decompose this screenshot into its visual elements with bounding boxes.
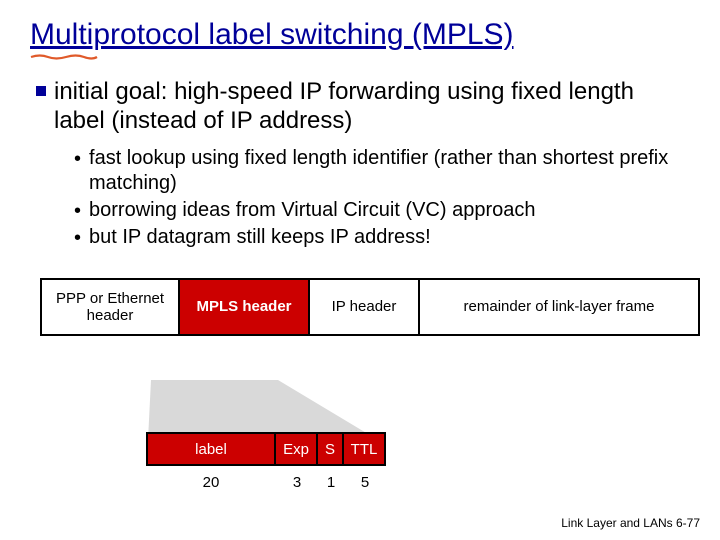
frame-structure-row: PPP or Ethernet header MPLS header IP he…	[40, 278, 700, 336]
slide-title: Multiprotocol label switching (MPLS)	[30, 18, 690, 52]
mpls-field-s: S	[318, 432, 344, 466]
mpls-bits-row: 20 3 1 5	[146, 470, 386, 494]
sub-bullet-item: • borrowing ideas from Virtual Circuit (…	[74, 198, 690, 223]
main-bullet: initial goal: high-speed IP forwarding u…	[36, 78, 690, 136]
mpls-bits-s: 1	[318, 470, 344, 494]
sub-bullet-text: fast lookup using fixed length identifie…	[89, 146, 690, 196]
dot-bullet-icon: •	[74, 200, 81, 223]
frame-cell-mpls: MPLS header	[180, 278, 310, 336]
frame-cell-ip: IP header	[310, 278, 420, 336]
square-bullet-icon	[36, 86, 46, 96]
sub-bullet-text: but IP datagram still keeps IP address!	[89, 225, 431, 250]
mpls-bits-exp: 3	[276, 470, 318, 494]
mpls-fields-row: label Exp S TTL	[146, 432, 386, 466]
mpls-bits-label: 20	[146, 470, 276, 494]
frame-cell-remainder: remainder of link-layer frame	[420, 278, 700, 336]
sub-bullet-list: • fast lookup using fixed length identif…	[74, 146, 690, 250]
expansion-connector	[148, 380, 378, 440]
sub-bullet-item: • but IP datagram still keeps IP address…	[74, 225, 690, 250]
sub-bullet-text: borrowing ideas from Virtual Circuit (VC…	[89, 198, 535, 223]
mpls-field-ttl: TTL	[344, 432, 386, 466]
title-underline-scribble	[30, 54, 98, 60]
mpls-field-label: label	[146, 432, 276, 466]
main-bullet-text: initial goal: high-speed IP forwarding u…	[54, 78, 690, 136]
frame-cell-ppp: PPP or Ethernet header	[40, 278, 180, 336]
sub-bullet-item: • fast lookup using fixed length identif…	[74, 146, 690, 196]
slide-footer: Link Layer and LANs 6-77	[561, 516, 700, 530]
dot-bullet-icon: •	[74, 227, 81, 250]
dot-bullet-icon: •	[74, 148, 81, 171]
mpls-bits-ttl: 5	[344, 470, 386, 494]
mpls-field-exp: Exp	[276, 432, 318, 466]
